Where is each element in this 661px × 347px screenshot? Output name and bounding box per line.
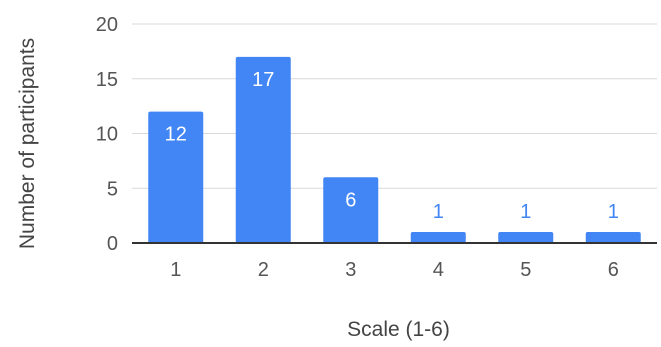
x-axis-title: Scale (1-6) (347, 318, 450, 341)
bar-value-label: 1 (433, 201, 444, 223)
bar-value-label: 12 (165, 124, 187, 146)
bar (498, 232, 554, 243)
x-tick-label: 4 (433, 259, 444, 281)
y-tick-label: 0 (107, 233, 118, 255)
bar-value-label: 1 (520, 201, 531, 223)
x-tick-label: 3 (345, 259, 356, 281)
bar-value-label: 6 (345, 189, 356, 211)
x-tick-label: 6 (608, 259, 619, 281)
y-tick-label: 20 (96, 14, 118, 36)
x-tick-labels: 1 2 3 4 5 6 (170, 259, 619, 281)
bar (235, 56, 291, 243)
bar (585, 232, 641, 243)
x-tick-label: 1 (170, 259, 181, 281)
x-tick-label: 5 (520, 259, 531, 281)
bar (148, 111, 204, 243)
data-labels: 12 17 6 1 1 1 (165, 69, 619, 223)
y-axis-title: Number of participants (16, 38, 39, 249)
bar (410, 232, 466, 243)
x-tick-label: 2 (258, 259, 269, 281)
y-tick-label: 5 (107, 178, 118, 200)
y-tick-label: 15 (96, 69, 118, 91)
bar-value-label: 17 (252, 69, 274, 91)
y-tick-label: 10 (96, 124, 118, 146)
gridlines (132, 23, 657, 189)
bars (148, 56, 641, 243)
y-tick-labels: 0 5 10 15 20 (96, 14, 118, 255)
bar (323, 177, 379, 243)
bar-value-label: 1 (608, 201, 619, 223)
